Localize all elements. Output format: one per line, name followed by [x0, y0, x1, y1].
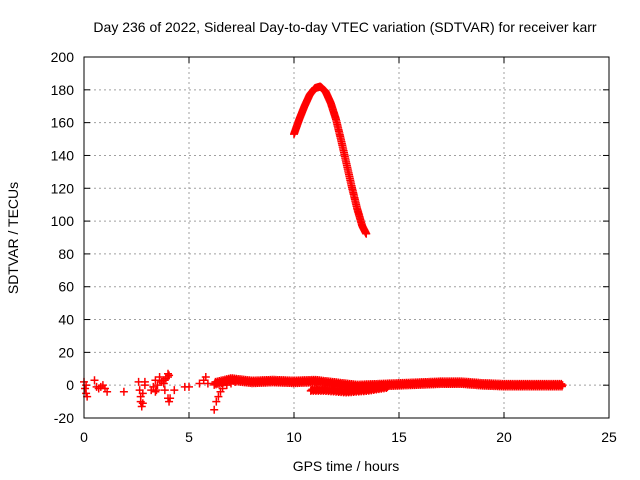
data-point — [152, 386, 161, 395]
y-axis-label: SDTVAR / TECUs — [5, 182, 21, 294]
data-point — [170, 386, 179, 395]
y-tick-label: 80 — [58, 246, 74, 262]
data-point — [212, 397, 221, 406]
data-point — [165, 371, 174, 380]
y-tick-label: 40 — [58, 312, 74, 328]
y-tick-label: 140 — [51, 147, 75, 163]
data-point — [210, 405, 219, 414]
data-point — [160, 386, 169, 395]
data-point — [201, 372, 210, 381]
x-tick-label: 20 — [496, 429, 512, 445]
y-tick-label: 160 — [51, 115, 75, 131]
x-tick-label: 10 — [286, 429, 302, 445]
data-point — [214, 392, 223, 401]
y-tick-label: 180 — [51, 82, 75, 98]
y-tick-label: 60 — [58, 279, 74, 295]
data-point — [119, 387, 128, 396]
plot-frame — [83, 56, 610, 419]
x-axis-label: GPS time / hours — [293, 458, 400, 474]
data-point — [185, 382, 193, 391]
band-point — [384, 382, 393, 391]
x-tick-label: 25 — [601, 429, 617, 445]
y-tick-label: 100 — [51, 213, 75, 229]
band-point — [382, 383, 391, 392]
data-points — [80, 82, 567, 414]
data-point — [153, 381, 162, 390]
band-point — [558, 381, 567, 390]
data-point — [103, 387, 112, 396]
y-tick-label: 20 — [58, 344, 74, 360]
x-tick-label: 0 — [80, 429, 88, 445]
chart-title: Day 236 of 2022, Sidereal Day-to-day VTE… — [93, 19, 596, 35]
y-tick-label: 120 — [51, 180, 75, 196]
y-tick-label: 0 — [66, 377, 74, 393]
data-point — [82, 381, 91, 390]
data-point — [218, 384, 227, 393]
grid — [84, 57, 609, 418]
arc-point — [362, 229, 371, 238]
band-point — [383, 383, 392, 392]
data-point — [138, 399, 147, 408]
data-point — [90, 376, 99, 385]
data-point — [195, 379, 204, 388]
data-point — [203, 379, 212, 388]
data-point — [155, 372, 164, 381]
data-point — [138, 389, 147, 398]
y-tick-label: -20 — [54, 410, 74, 426]
y-tick-label: 200 — [51, 49, 75, 65]
x-tick-label: 5 — [185, 429, 193, 445]
data-point — [140, 377, 149, 386]
data-point — [166, 394, 175, 403]
data-point — [151, 387, 160, 396]
data-point — [164, 369, 172, 378]
tick-labels: 0 5 10 15 20 25 -20 0 20 40 60 80 100 120 140 160 180 200 — [51, 49, 617, 445]
x-tick-label: 15 — [391, 429, 407, 445]
